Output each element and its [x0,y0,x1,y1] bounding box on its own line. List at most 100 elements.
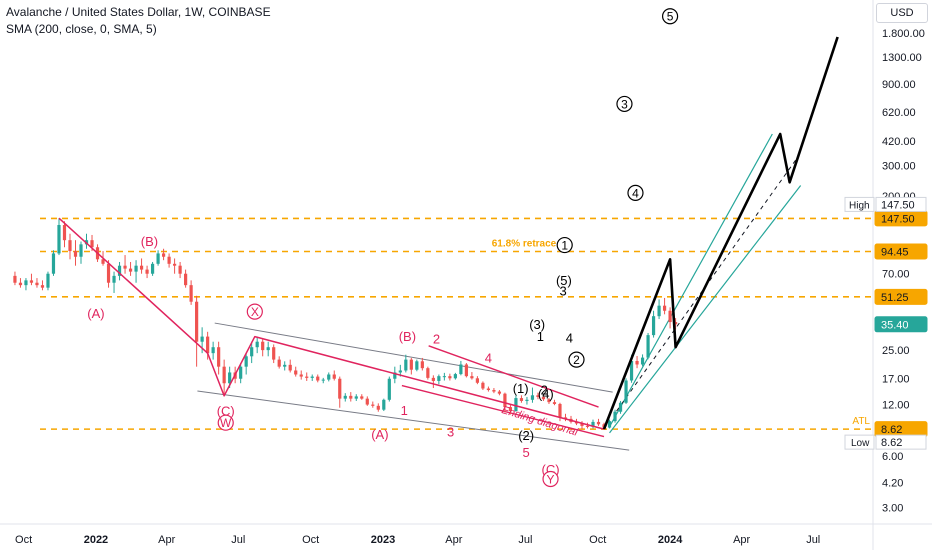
wave-label-black-circle [616,95,633,113]
red-wave-path [58,217,605,430]
wave-label-black: 1 [561,239,568,253]
candle-body [629,360,634,381]
candle-body [673,322,678,325]
candle-body [657,305,661,317]
channel-lower-line [197,390,630,451]
wave-label-red: (B) [399,329,416,344]
x-tick-label: Jul [806,534,820,546]
wave-label-black: 4 [566,330,573,345]
candle-body [426,368,430,378]
candle-body [167,256,171,264]
wave-label-black: (2) [518,428,534,443]
candle-body [62,224,67,241]
candle-body [448,376,452,379]
last-price-badge-bg [874,316,928,333]
candle-body [563,417,568,419]
candle-body [382,399,386,410]
x-tick-label: Jul [518,534,532,546]
candle-body [596,421,601,425]
candle-body [662,305,667,311]
candle-body [442,376,446,378]
candle-body [640,357,645,365]
candle-body [508,407,513,412]
candle-body [464,364,468,377]
x-tick-label: Jul [231,534,245,546]
candle-body [217,347,221,367]
candle-body [173,263,177,266]
wave-label-black: 1 [537,329,544,344]
currency-button[interactable]: USD [876,3,928,23]
x-tick-label: 2023 [371,534,395,546]
projection-channel-lower [609,185,802,434]
y-tick-label: 900.00 [882,79,916,91]
x-tick-label: Oct [589,534,606,546]
low-value-bg [875,434,927,450]
candle-body [90,240,94,248]
candle-body [453,374,457,379]
wave-label-red: W [220,416,232,430]
wave-label-red-circle [217,414,234,431]
candle-body [117,265,122,276]
candle-body [239,366,243,379]
candle-body [332,374,336,379]
candle-body [365,398,369,405]
wave-label-red: 5 [523,445,530,460]
candle-body [128,268,133,272]
candle-body [651,316,656,336]
y-tick-label: 17.00 [882,374,910,386]
candle-body [13,275,17,283]
wave-label-red: (B) [141,234,158,249]
wave-label-red: Y [547,473,555,487]
low-value: 8.62 [881,437,902,449]
candle-body [18,282,23,286]
candle-body [530,395,535,400]
wave-label-black: (1) [513,381,529,396]
x-tick-label: Apr [733,534,750,546]
wave-label-red: (A) [371,427,388,442]
candle-body [134,265,138,272]
candle-body [79,244,83,257]
candle-body [574,421,579,424]
candle-body [541,396,546,400]
candle-body [272,347,276,360]
candle-body [393,372,397,379]
candle-body [409,359,413,370]
candle-body [211,347,215,354]
candle-body [646,335,650,358]
candle-body [200,336,204,342]
candle-body [316,376,320,381]
retrace-label: 61.8% retrace [492,238,557,249]
candle-body [338,378,342,399]
y-tick-label: 1300.00 [882,52,922,64]
y-tick-label: 70.00 [882,269,910,281]
candle-body [470,376,474,379]
x-tick-label: Apr [158,534,175,546]
candle-body [145,269,149,274]
diagonal-upper-line [428,345,599,408]
candle-body [299,374,303,377]
wave-label-black: 5 [667,10,674,24]
y-tick-label: 620.00 [882,107,916,119]
candle-body [106,263,111,283]
wave-label-red: 3 [447,424,454,439]
candle-body [360,396,364,399]
price-level-badge: 8.62 [881,424,902,436]
candle-body [35,282,39,286]
high-tag-bg [844,196,875,212]
candle-body [57,224,61,254]
channel-upper-line [214,322,613,393]
candle-body [371,404,375,406]
low-tag-bg [844,434,875,450]
candle-body [150,263,155,274]
candle-body [613,411,617,422]
candle-body [305,376,309,378]
candle-body [481,382,485,389]
candle-body [420,361,424,369]
candle-body [618,402,623,412]
candle-body [29,280,34,283]
wave-label-black: 4 [632,186,639,200]
y-tick-label: 12.00 [882,400,910,412]
indicator-label[interactable]: SMA (200, close, 0, SMA, 5) [6,22,157,36]
